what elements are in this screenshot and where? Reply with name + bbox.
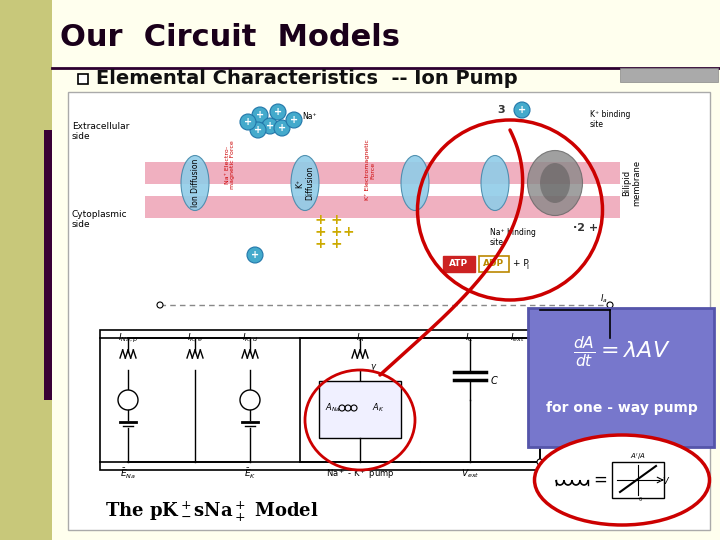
FancyBboxPatch shape <box>319 381 401 438</box>
Circle shape <box>252 107 268 123</box>
Text: Extracellular
side: Extracellular side <box>72 122 130 141</box>
Circle shape <box>262 118 278 134</box>
Circle shape <box>157 302 163 308</box>
Circle shape <box>514 102 530 118</box>
Text: +: + <box>274 107 282 117</box>
Text: Na⁺: Na⁺ <box>302 112 317 121</box>
Text: ADP: ADP <box>483 260 505 268</box>
Ellipse shape <box>534 435 709 525</box>
Text: $\bar{E}_{K}$: $\bar{E}_{K}$ <box>244 467 256 481</box>
Text: The pK$^+_-$sNa$^+_+$ Model: The pK$^+_-$sNa$^+_+$ Model <box>105 500 318 524</box>
Text: +: + <box>330 225 342 239</box>
Text: +: + <box>278 123 286 133</box>
FancyBboxPatch shape <box>443 256 475 272</box>
Text: +: + <box>254 125 262 135</box>
Text: Na⁺ Electro-
magnetic Force: Na⁺ Electro- magnetic Force <box>225 140 235 190</box>
Ellipse shape <box>481 156 509 211</box>
Text: $I_a$: $I_a$ <box>545 315 553 327</box>
Text: $I_C$: $I_C$ <box>465 332 474 345</box>
Text: $\frac{dA}{dt} = \lambda AV$: $\frac{dA}{dt} = \lambda AV$ <box>573 334 671 369</box>
Text: =: = <box>593 471 607 489</box>
FancyBboxPatch shape <box>528 308 714 447</box>
Text: K⁺ Electromagnetic
Force: K⁺ Electromagnetic Force <box>364 139 376 200</box>
FancyBboxPatch shape <box>620 68 718 82</box>
FancyBboxPatch shape <box>68 92 710 530</box>
Text: +: + <box>314 225 326 239</box>
Text: K⁺ binding
site: K⁺ binding site <box>590 110 631 130</box>
Text: $A_{Na}$: $A_{Na}$ <box>325 402 341 414</box>
Text: K⁺
Diffusion: K⁺ Diffusion <box>295 166 315 200</box>
Text: $A'/A$: $A'/A$ <box>630 452 646 463</box>
Text: ATP: ATP <box>449 260 469 268</box>
Circle shape <box>247 247 263 263</box>
Text: ·2 +: ·2 + <box>573 223 598 233</box>
Text: +: + <box>518 105 526 115</box>
Circle shape <box>274 120 290 136</box>
Text: +: + <box>330 213 342 227</box>
FancyBboxPatch shape <box>78 74 88 84</box>
Text: Cytoplasmic
side: Cytoplasmic side <box>72 210 127 230</box>
Circle shape <box>118 390 138 410</box>
Text: $I_a$: $I_a$ <box>600 293 608 305</box>
Text: Our  Circuit  Models: Our Circuit Models <box>60 24 400 52</box>
Text: Elemental Characteristics  -- Ion Pump: Elemental Characteristics -- Ion Pump <box>96 70 518 89</box>
FancyBboxPatch shape <box>0 0 52 540</box>
Text: $I_{K,d}$: $I_{K,d}$ <box>242 332 258 345</box>
Text: +: + <box>314 213 326 227</box>
Text: +: + <box>330 237 342 251</box>
Circle shape <box>270 104 286 120</box>
Circle shape <box>240 114 256 130</box>
Text: +: + <box>256 110 264 120</box>
Text: +: + <box>244 117 252 127</box>
Text: Ion Diffusion: Ion Diffusion <box>191 159 199 207</box>
Text: +: + <box>290 115 298 125</box>
Text: $I_{ext}$: $I_{ext}$ <box>510 332 525 345</box>
Circle shape <box>250 122 266 138</box>
Text: for one - way pump: for one - way pump <box>546 401 698 415</box>
FancyBboxPatch shape <box>612 462 664 498</box>
Text: $\bar{E}_{Na}$: $\bar{E}_{Na}$ <box>120 467 136 481</box>
FancyBboxPatch shape <box>479 256 509 272</box>
Text: $A_K$: $A_K$ <box>372 402 384 414</box>
Ellipse shape <box>291 156 319 211</box>
FancyBboxPatch shape <box>145 196 620 218</box>
Text: i: i <box>526 264 528 270</box>
Text: $V_{ext}$: $V_{ext}$ <box>461 467 480 480</box>
Ellipse shape <box>540 163 570 203</box>
Text: $I_A$: $I_A$ <box>356 332 364 345</box>
Text: $V$: $V$ <box>662 475 670 485</box>
Text: Na⁺ binding
site: Na⁺ binding site <box>490 228 536 247</box>
Text: $C$: $C$ <box>490 374 499 386</box>
Text: $_0$: $_0$ <box>637 495 642 503</box>
Circle shape <box>240 390 260 410</box>
Text: Na$^+$ - K$^+$ pump: Na$^+$ - K$^+$ pump <box>325 467 395 481</box>
Text: $\gamma$: $\gamma$ <box>370 362 377 373</box>
Ellipse shape <box>401 156 429 211</box>
Text: +: + <box>342 225 354 239</box>
Circle shape <box>286 112 302 128</box>
Text: +: + <box>266 121 274 131</box>
FancyBboxPatch shape <box>100 330 540 470</box>
Text: $I_{K,e}$: $I_{K,e}$ <box>187 332 203 345</box>
Text: $I_{Na,p}$: $I_{Na,p}$ <box>118 332 138 345</box>
Ellipse shape <box>528 151 582 215</box>
FancyBboxPatch shape <box>145 162 620 184</box>
Text: +: + <box>314 237 326 251</box>
Ellipse shape <box>181 156 209 211</box>
Text: Bilipid
membrane: Bilipid membrane <box>622 160 642 206</box>
FancyBboxPatch shape <box>44 130 52 400</box>
Circle shape <box>607 302 613 308</box>
Text: 3: 3 <box>498 105 510 115</box>
Text: +: + <box>251 250 259 260</box>
Circle shape <box>537 459 543 465</box>
Text: + P: + P <box>513 260 528 268</box>
